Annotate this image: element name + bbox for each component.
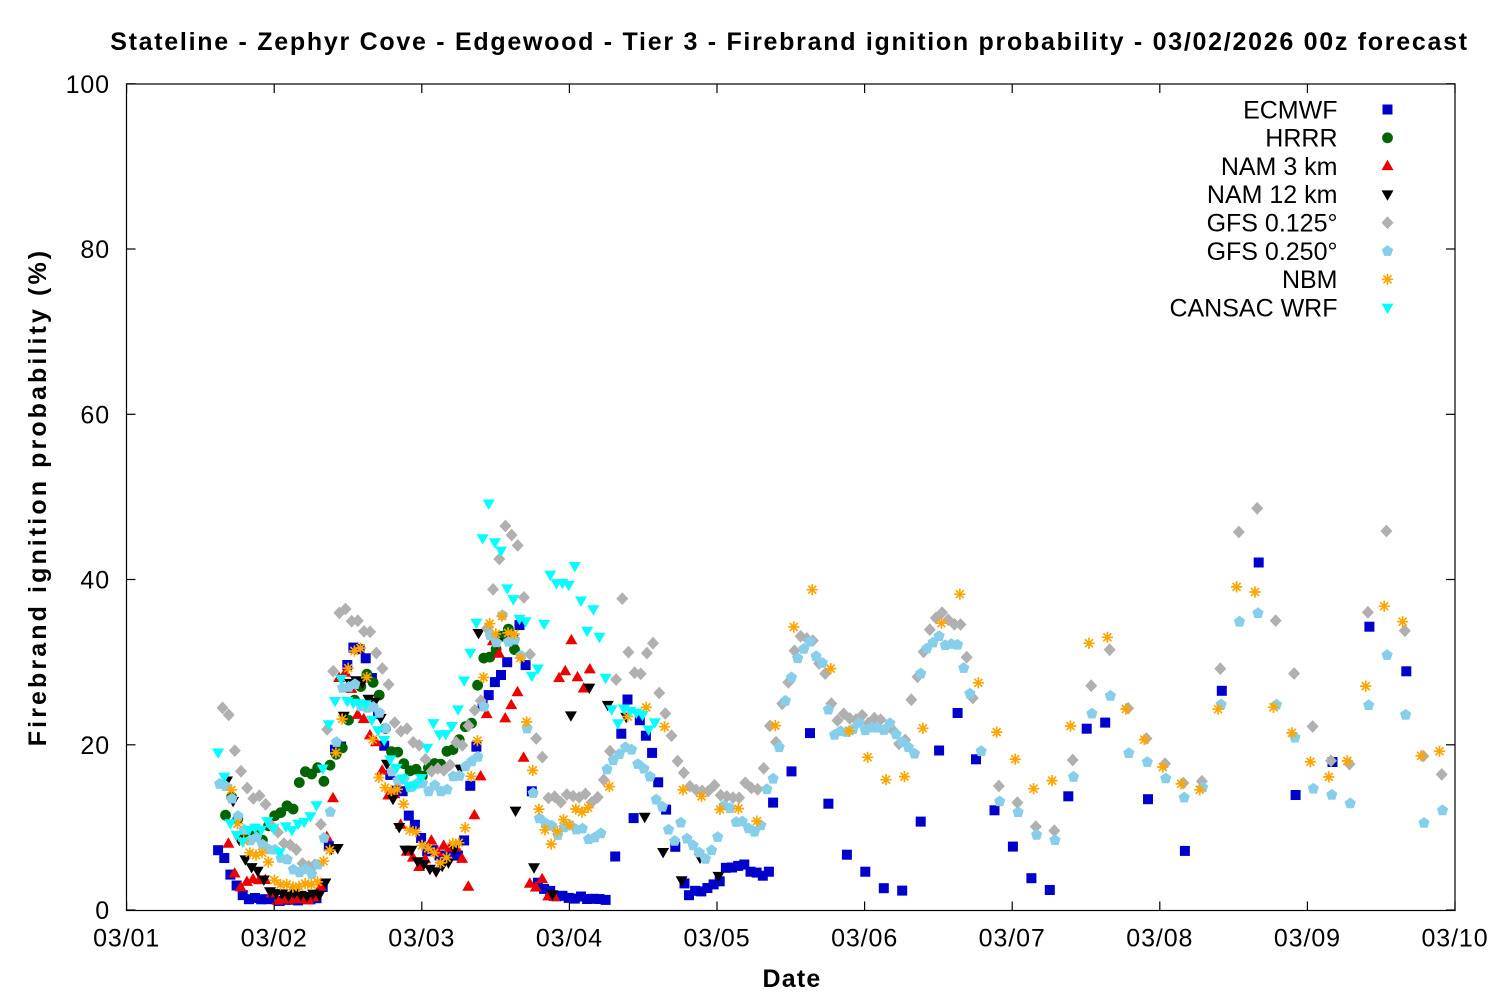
svg-text:03/06: 03/06 bbox=[831, 925, 898, 953]
svg-text:NAM 12 km: NAM 12 km bbox=[1207, 181, 1338, 209]
svg-text:Date: Date bbox=[763, 965, 822, 993]
svg-text:GFS 0.250°: GFS 0.250° bbox=[1207, 238, 1338, 266]
svg-text:0: 0 bbox=[95, 897, 110, 925]
svg-text:GFS 0.125°: GFS 0.125° bbox=[1207, 210, 1338, 238]
svg-text:03/03: 03/03 bbox=[388, 925, 455, 953]
svg-text:Stateline - Zephyr Cove - Edge: Stateline - Zephyr Cove - Edgewood - Tie… bbox=[110, 28, 1469, 56]
svg-text:03/09: 03/09 bbox=[1274, 925, 1341, 953]
svg-text:NBM: NBM bbox=[1282, 266, 1338, 294]
svg-text:ECMWF: ECMWF bbox=[1243, 96, 1337, 124]
svg-text:03/07: 03/07 bbox=[979, 925, 1046, 953]
svg-text:HRRR: HRRR bbox=[1265, 125, 1337, 153]
svg-text:03/02: 03/02 bbox=[241, 925, 308, 953]
svg-text:NAM 3 km: NAM 3 km bbox=[1221, 153, 1338, 181]
svg-text:03/10: 03/10 bbox=[1421, 925, 1488, 953]
svg-text:03/04: 03/04 bbox=[536, 925, 603, 953]
svg-text:03/08: 03/08 bbox=[1126, 925, 1193, 953]
svg-text:100: 100 bbox=[66, 71, 110, 99]
svg-text:Firebrand ignition probability: Firebrand ignition probability (%) bbox=[24, 248, 52, 746]
svg-text:03/05: 03/05 bbox=[683, 925, 750, 953]
svg-text:20: 20 bbox=[80, 732, 110, 760]
svg-text:60: 60 bbox=[80, 401, 110, 429]
svg-text:CANSAC WRF: CANSAC WRF bbox=[1169, 294, 1337, 322]
svg-text:40: 40 bbox=[80, 567, 110, 595]
svg-text:03/01: 03/01 bbox=[93, 925, 160, 953]
svg-text:80: 80 bbox=[80, 236, 110, 264]
